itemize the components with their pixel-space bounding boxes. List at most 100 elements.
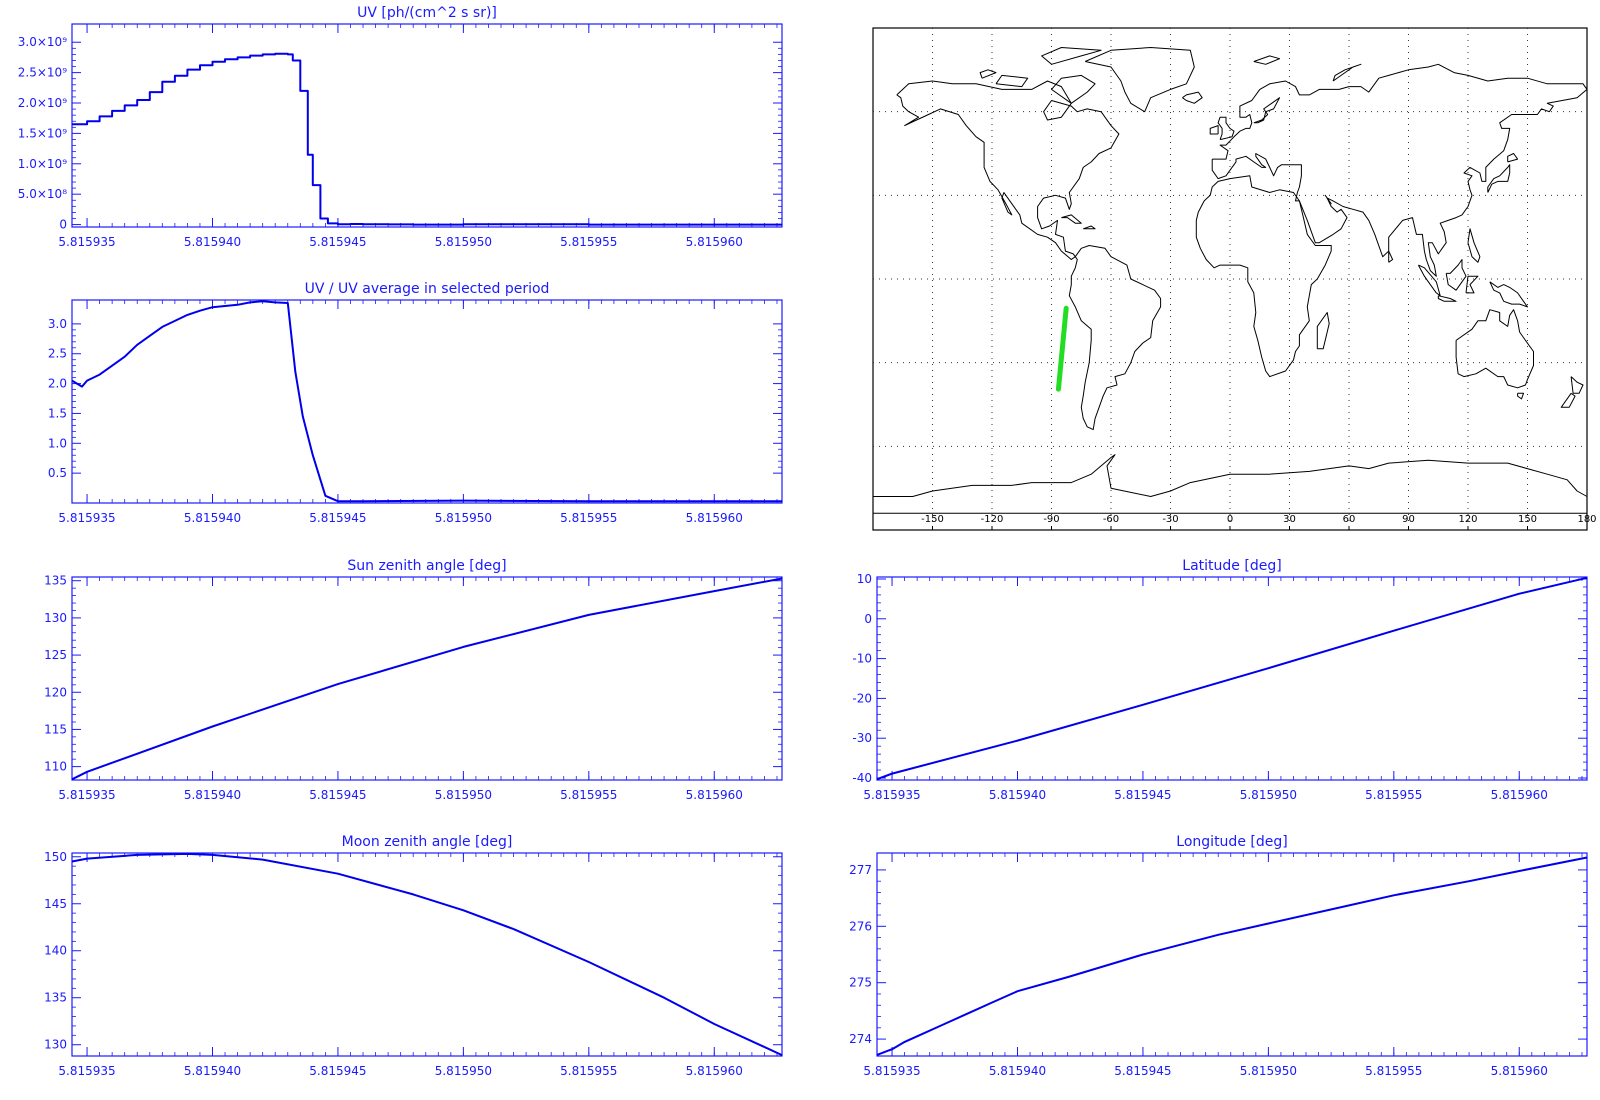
x-tick-label: 5.815940 [184,511,241,525]
y-tick-label: 0 [59,218,67,232]
x-tick-label: 5.815935 [58,1064,115,1078]
x-tick-label: 5.815940 [184,1064,241,1078]
coastline-novaya-zemlya [1332,63,1362,82]
map-lon-label: 0 [1227,514,1233,525]
y-tick-label: 2.0 [48,377,67,391]
y-tick-label: -30 [852,731,872,745]
y-tick-label: 277 [849,863,872,877]
y-tick-label: 135 [44,991,67,1005]
coastline-greenland [1085,47,1195,113]
map-lon-label: 30 [1283,514,1296,525]
y-tick-label: 145 [44,897,67,911]
coastline-borneo [1445,259,1467,291]
y-tick-label: 10 [857,572,872,586]
x-tick-label: 5.815955 [560,1064,617,1078]
coastline-baffin-island [1051,74,1096,104]
map-lon-label: 90 [1402,514,1415,525]
y-tick-label: 110 [44,760,67,774]
coastline-north-america [896,80,1120,260]
map-lon-label: -90 [1043,514,1059,525]
y-tick-label: 130 [44,611,67,625]
y-tick-label: 3.0 [48,317,67,331]
x-tick-label: 5.815945 [309,788,366,802]
x-tick-label: 5.815950 [1240,1064,1297,1078]
coastline-hokkaido [1507,153,1519,163]
map-lon-label: 60 [1343,514,1356,525]
chart-title: Moon zenith angle [deg] [342,834,513,850]
x-tick-label: 5.815945 [309,1064,366,1078]
y-tick-label: 2.5 [48,347,67,361]
x-tick-label: 5.815940 [184,788,241,802]
coastline-iceland [1182,91,1203,104]
plot-frame [71,299,783,504]
coastline-new-guinea [1489,281,1528,308]
y-tick-label: 130 [44,1038,67,1052]
y-tick-label: 115 [44,722,67,736]
chart-sun-zenith: Sun zenith angle [deg] 5.815935 5.815940 5.… [44,558,783,802]
y-tick-label: -10 [852,652,872,666]
plot-frame [876,852,1588,1057]
x-tick-label: 5.815955 [560,235,617,249]
x-tick-label: 5.815940 [989,1064,1046,1078]
chart-title: Longitude [deg] [1176,834,1287,850]
series-line-longitude [876,856,1588,1056]
y-tick-label: 0.5 [48,466,67,480]
coastline-africa [1195,175,1332,378]
y-tick-label: 275 [849,976,872,990]
coastline-britain [1217,116,1235,141]
coastline-cuba [1061,214,1082,224]
coastline-hispaniola [1083,225,1096,230]
x-tick-label: 5.815960 [686,511,743,525]
y-tick-label: 1.0×10⁹ [18,157,67,171]
plot-frame [71,576,783,781]
y-tick-label: 125 [44,648,67,662]
coastline-japan [1487,164,1511,193]
y-tick-label: 1.5 [48,406,67,420]
series-line-moon-zenith [71,852,783,1057]
chart-title: Latitude [deg] [1182,558,1281,574]
coastline-south-america [1068,245,1162,431]
coastline-madagascar [1316,312,1330,350]
coastline-java [1437,295,1457,302]
x-tick-label: 5.815935 [58,235,115,249]
coastline-scandinavia-sea [1253,97,1281,124]
y-tick-label: 1.5×10⁹ [18,126,67,140]
x-tick-label: 5.815950 [1240,788,1297,802]
x-tick-label: 5.815940 [184,235,241,249]
chart-moon-zenith: Moon zenith angle [deg] 5.815935 5.815940 5… [44,834,783,1078]
x-tick-label: 5.815945 [1114,788,1171,802]
coastline-svalbard [1253,55,1281,65]
coastline-sumatra [1417,264,1441,297]
x-tick-label: 5.815945 [309,235,366,249]
y-tick-label: 5.0×10⁸ [18,187,67,201]
chart-latitude: Latitude [deg] 5.815935 5.815940 5.815945 5.… [852,558,1588,802]
y-tick-label: 2.0×10⁹ [18,96,67,110]
y-tick-label: -40 [852,771,872,785]
x-tick-label: 5.815935 [58,511,115,525]
series-line-sun-zenith [71,577,783,781]
chart-title: Sun zenith angle [deg] [347,558,506,574]
x-tick-label: 5.815945 [1114,1064,1171,1078]
plot-frame [71,852,783,1057]
series-line-latitude [876,576,1588,781]
chart-uv-ratio: UV / UV average in selected period 5.8159… [48,281,783,525]
world-map-panel: -150 -120 -90 -60 -30 0 30 60 90 120 150 180 [872,27,1597,531]
coastline-new-zealand [1570,376,1584,394]
coastline-eurasia [1211,63,1588,277]
series-line-uv-ratio [71,300,782,503]
chart-longitude: Longitude [deg] 5.815935 5.815940 5.815945 5… [849,834,1588,1078]
y-tick-label: 3.0×10⁹ [18,35,67,49]
y-tick-label: 276 [849,919,872,933]
coastline-ellesmere [1041,47,1102,65]
y-tick-label: 150 [44,850,67,864]
y-tick-label: 1.0 [48,436,67,450]
y-tick-label: 274 [849,1032,872,1046]
y-tick-label: 135 [44,574,67,588]
x-tick-label: 5.815950 [435,788,492,802]
coastline-sulawesi [1465,275,1479,294]
coastline-arabian-sea [1324,194,1332,205]
map-lon-label: -150 [921,514,944,525]
coastline-australia [1455,309,1534,389]
coastline-tasmania [1517,392,1524,400]
